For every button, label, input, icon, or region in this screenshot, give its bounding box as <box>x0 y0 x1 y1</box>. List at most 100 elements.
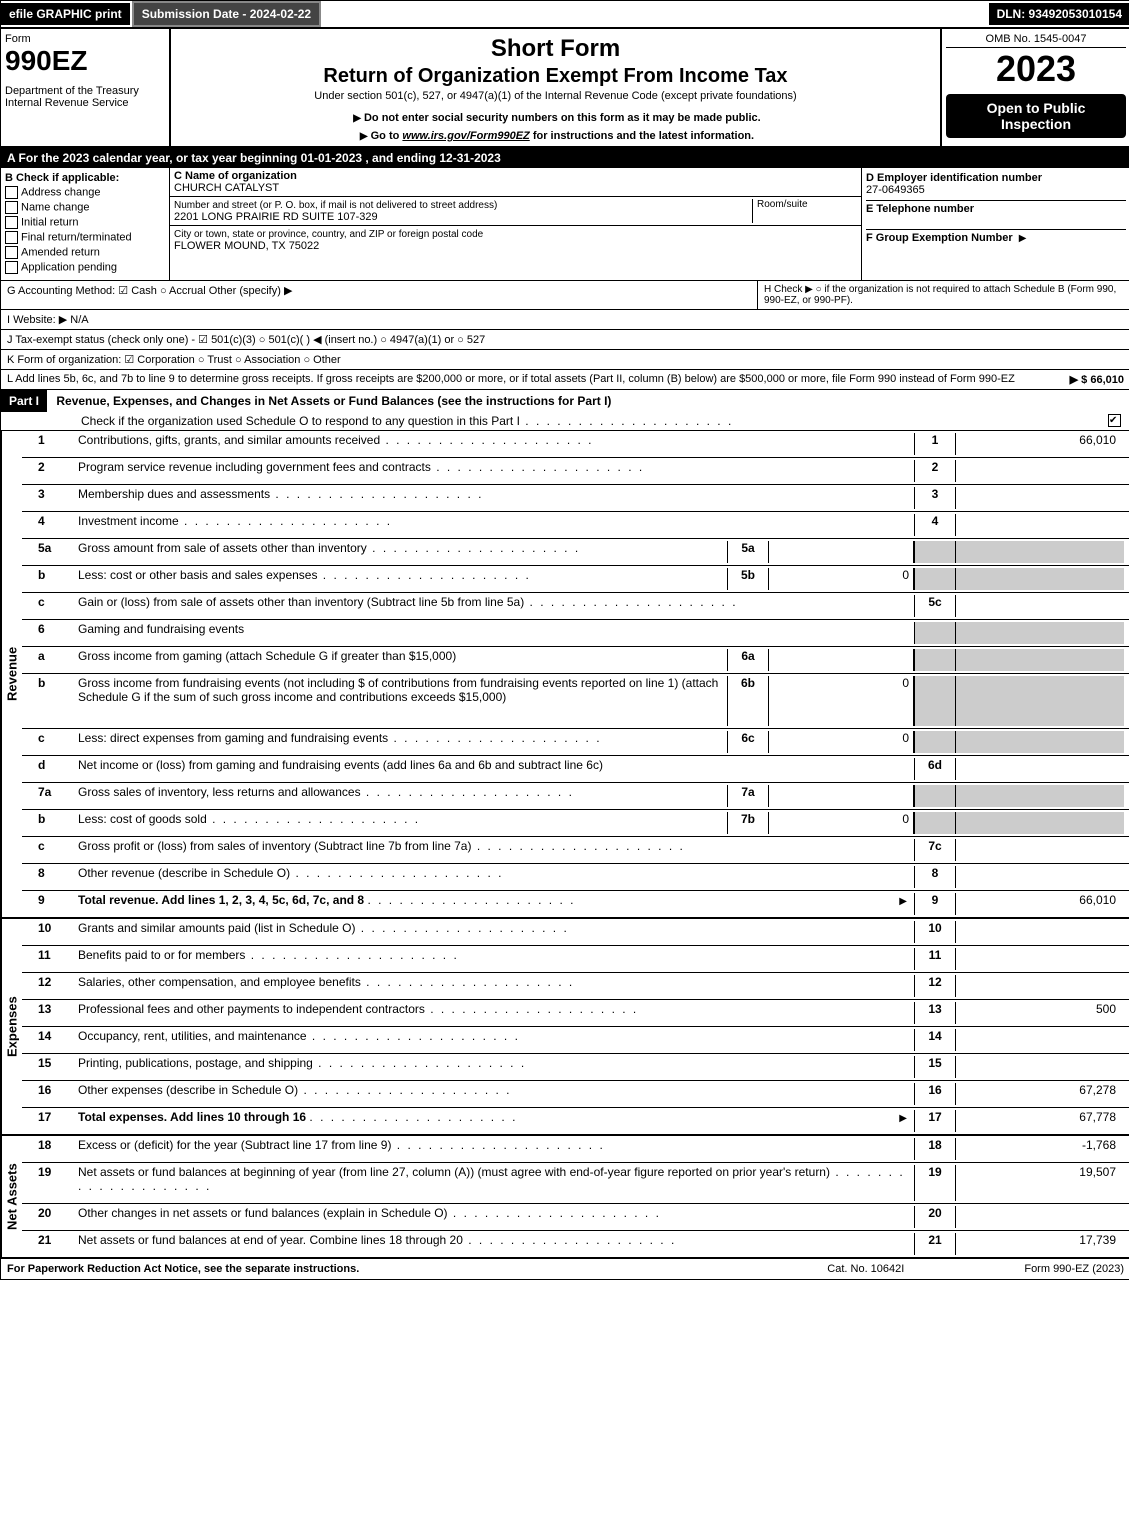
line-5b-midval: 0 <box>769 568 914 590</box>
expenses-section: Expenses 10Grants and similar amounts pa… <box>1 919 1129 1136</box>
line-9-no: 9 <box>28 893 78 915</box>
line-13-num: 13 <box>914 1002 956 1024</box>
net-assets-label: Net Assets <box>1 1136 22 1257</box>
efile-label[interactable]: efile GRAPHIC print <box>1 3 130 25</box>
line-6d-val <box>956 758 1124 780</box>
line-5a-mid: 5a <box>727 541 769 563</box>
subtitle: Under section 501(c), 527, or 4947(a)(1)… <box>175 90 936 102</box>
checkbox-name-change[interactable] <box>5 201 18 214</box>
line-5c-val <box>956 595 1124 617</box>
revenue-label: Revenue <box>1 431 22 917</box>
org-name: CHURCH CATALYST <box>174 182 279 194</box>
line-7a-mid: 7a <box>727 785 769 807</box>
net-assets-section: Net Assets 18Excess or (deficit) for the… <box>1 1136 1129 1259</box>
part-1-subtitle: Check if the organization used Schedule … <box>81 414 1100 428</box>
line-7a-numshade <box>914 785 956 807</box>
line-5a-no: 5a <box>28 541 78 563</box>
opt-initial: Initial return <box>21 216 78 228</box>
checkbox-final-return[interactable] <box>5 231 18 244</box>
department: Department of the Treasury Internal Reve… <box>5 85 165 109</box>
org-city: FLOWER MOUND, TX 75022 <box>174 240 319 252</box>
line-2-num: 2 <box>914 460 956 482</box>
revenue-section: Revenue 1Contributions, gifts, grants, a… <box>1 431 1129 919</box>
line-21-val: 17,739 <box>956 1233 1124 1255</box>
checkbox-address-change[interactable] <box>5 186 18 199</box>
line-1-no: 1 <box>28 433 78 455</box>
title-short-form: Short Form <box>175 35 936 63</box>
line-6a-valshade <box>956 649 1124 671</box>
line-7a-no: 7a <box>28 785 78 807</box>
omb-number: OMB No. 1545-0047 <box>946 33 1126 48</box>
line-19-no: 19 <box>28 1165 78 1201</box>
line-13-no: 13 <box>28 1002 78 1024</box>
line-5b-numshade <box>914 568 956 590</box>
line-6d-num: 6d <box>914 758 956 780</box>
part-1-title: Revenue, Expenses, and Changes in Net As… <box>56 394 611 408</box>
header-right: OMB No. 1545-0047 2023 Open to Public In… <box>940 29 1129 146</box>
city-label: City or town, state or province, country… <box>174 229 483 240</box>
line-3-no: 3 <box>28 487 78 509</box>
line-18-num: 18 <box>914 1138 956 1160</box>
checkbox-initial-return[interactable] <box>5 216 18 229</box>
line-4-num: 4 <box>914 514 956 536</box>
line-8-val <box>956 866 1124 888</box>
opt-address: Address change <box>21 186 101 198</box>
line-7a-valshade <box>956 785 1124 807</box>
line-6-numshade <box>914 622 956 644</box>
line-14-num: 14 <box>914 1029 956 1051</box>
line-20-num: 20 <box>914 1206 956 1228</box>
line-19-val: 19,507 <box>956 1165 1124 1201</box>
line-5a-midval <box>769 541 914 563</box>
gross-receipts-value: ▶ $ 66,010 <box>1070 373 1124 386</box>
line-7b-midval: 0 <box>769 812 914 834</box>
line-16-num: 16 <box>914 1083 956 1105</box>
part-1-header: Part I <box>1 390 47 412</box>
line-5b-desc: Less: cost or other basis and sales expe… <box>78 568 727 590</box>
line-11-desc: Benefits paid to or for members <box>78 948 914 970</box>
section-d: D Employer identification number 27-0649… <box>862 168 1129 280</box>
addr-label: Number and street (or P. O. box, if mail… <box>174 200 497 211</box>
line-6-valshade <box>956 622 1124 644</box>
public-inspection-badge: Open to Public Inspection <box>946 94 1126 138</box>
section-a: A For the 2023 calendar year, or tax yea… <box>1 148 1129 168</box>
footer: For Paperwork Reduction Act Notice, see … <box>1 1259 1129 1279</box>
gross-receipts-note: L Add lines 5b, 6c, and 7b to line 9 to … <box>7 373 1070 386</box>
ein-value: 27-0649365 <box>866 184 925 196</box>
line-7c-desc: Gross profit or (loss) from sales of inv… <box>78 839 914 861</box>
section-b-label: B Check if applicable: <box>5 172 119 184</box>
line-14-desc: Occupancy, rent, utilities, and maintena… <box>78 1029 914 1051</box>
header-row: Form 990EZ Department of the Treasury In… <box>1 29 1129 148</box>
line-8-no: 8 <box>28 866 78 888</box>
arrow-icon <box>350 112 364 124</box>
opt-amended: Amended return <box>21 246 100 258</box>
line-6d-desc: Net income or (loss) from gaming and fun… <box>78 758 914 780</box>
line-5a-valshade <box>956 541 1124 563</box>
irs-link[interactable]: www.irs.gov/Form990EZ <box>402 130 529 142</box>
line-20-no: 20 <box>28 1206 78 1228</box>
line-5b-mid: 5b <box>727 568 769 590</box>
section-b: B Check if applicable: Address change Na… <box>1 168 170 280</box>
checkbox-amended-return[interactable] <box>5 246 18 259</box>
tax-exempt-status: J Tax-exempt status (check only one) - ☑… <box>1 330 1129 350</box>
section-c: C Name of organization CHURCH CATALYST N… <box>170 168 862 280</box>
line-7c-no: c <box>28 839 78 861</box>
line-4-desc: Investment income <box>78 514 914 536</box>
line-6-desc: Gaming and fundraising events <box>78 622 914 644</box>
line-6a-desc: Gross income from gaming (attach Schedul… <box>78 649 727 671</box>
schedule-b-check: H Check ▶ ○ if the organization is not r… <box>757 281 1129 309</box>
line-19-desc: Net assets or fund balances at beginning… <box>78 1165 914 1201</box>
form-of-organization: K Form of organization: ☑ Corporation ○ … <box>1 350 1129 370</box>
expenses-label: Expenses <box>1 919 22 1134</box>
line-12-num: 12 <box>914 975 956 997</box>
line-16-desc: Other expenses (describe in Schedule O) <box>78 1083 914 1105</box>
line-6b-midval: 0 <box>769 676 914 726</box>
checkbox-schedule-o[interactable] <box>1108 414 1121 427</box>
line-6a-no: a <box>28 649 78 671</box>
line-13-desc: Professional fees and other payments to … <box>78 1002 914 1024</box>
arrow-icon <box>896 893 910 907</box>
line-6b-numshade <box>914 676 956 726</box>
line-16-no: 16 <box>28 1083 78 1105</box>
checkbox-application-pending[interactable] <box>5 261 18 274</box>
line-21-desc: Net assets or fund balances at end of ye… <box>78 1233 914 1255</box>
line-3-num: 3 <box>914 487 956 509</box>
